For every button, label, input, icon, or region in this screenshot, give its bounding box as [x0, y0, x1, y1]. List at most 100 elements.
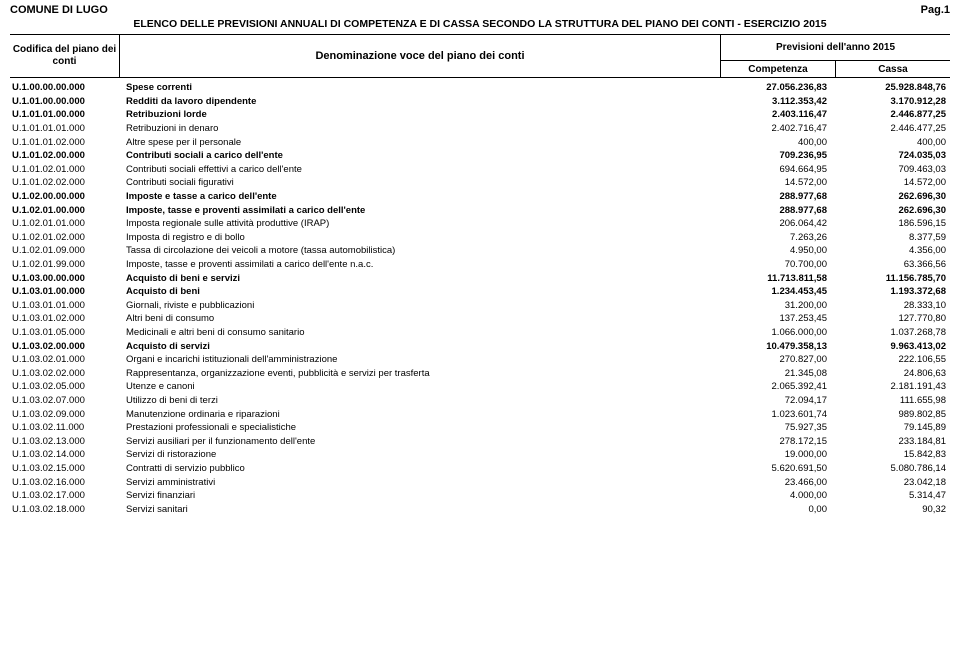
cell-competenza: 31.200,00 — [720, 300, 835, 311]
table-row: U.1.03.02.11.000Prestazioni professional… — [10, 421, 950, 435]
cell-cassa: 262.696,30 — [835, 205, 950, 216]
cell-code: U.1.03.02.13.000 — [10, 436, 120, 447]
cell-code: U.1.01.01.00.000 — [10, 109, 120, 120]
cell-code: U.1.03.01.01.000 — [10, 300, 120, 311]
cell-desc: Servizi di ristorazione — [120, 449, 720, 460]
cell-competenza: 288.977,68 — [720, 191, 835, 202]
cell-desc: Contratti di servizio pubblico — [120, 463, 720, 474]
cell-code: U.1.02.01.02.000 — [10, 232, 120, 243]
cell-competenza: 2.403.116,47 — [720, 109, 835, 120]
cell-desc: Contributi sociali a carico dell'ente — [120, 150, 720, 161]
table-row: U.1.03.02.14.000Servizi di ristorazione1… — [10, 448, 950, 462]
cell-cassa: 262.696,30 — [835, 191, 950, 202]
cell-desc: Imposte, tasse e proventi assimilati a c… — [120, 205, 720, 216]
cell-cassa: 25.928.848,76 — [835, 82, 950, 93]
cell-competenza: 75.927,35 — [720, 422, 835, 433]
cell-code: U.1.03.02.18.000 — [10, 504, 120, 515]
table-row: U.1.03.02.07.000Utilizzo di beni di terz… — [10, 394, 950, 408]
cell-desc: Contributi sociali effettivi a carico de… — [120, 164, 720, 175]
cell-competenza: 3.112.353,42 — [720, 96, 835, 107]
table-header: Codifica del piano dei conti Denominazio… — [10, 34, 950, 78]
cell-desc: Utenze e canoni — [120, 381, 720, 392]
cell-code: U.1.01.01.01.000 — [10, 123, 120, 134]
table-row: U.1.02.01.01.000Imposta regionale sulle … — [10, 217, 950, 231]
cell-competenza: 4.950,00 — [720, 245, 835, 256]
cell-code: U.1.01.02.01.000 — [10, 164, 120, 175]
cell-desc: Retribuzioni in denaro — [120, 123, 720, 134]
cell-cassa: 1.193.372,68 — [835, 286, 950, 297]
header-cassa: Cassa — [836, 61, 950, 77]
cell-competenza: 72.094,17 — [720, 395, 835, 406]
cell-competenza: 2.065.392,41 — [720, 381, 835, 392]
cell-desc: Servizi sanitari — [120, 504, 720, 515]
cell-code: U.1.02.01.99.000 — [10, 259, 120, 270]
table-row: U.1.01.00.00.000Redditi da lavoro dipend… — [10, 95, 950, 109]
cell-desc: Utilizzo di beni di terzi — [120, 395, 720, 406]
cell-competenza: 7.263,26 — [720, 232, 835, 243]
table-row: U.1.03.02.05.000Utenze e canoni2.065.392… — [10, 380, 950, 394]
top-row: COMUNE DI LUGO Pag.1 — [10, 4, 950, 16]
cell-code: U.1.01.02.00.000 — [10, 150, 120, 161]
cell-cassa: 28.333,10 — [835, 300, 950, 311]
header-col-prev: Previsioni dell'anno 2015 Competenza Cas… — [720, 35, 950, 77]
cell-code: U.1.03.00.00.000 — [10, 273, 120, 284]
cell-desc: Retribuzioni lorde — [120, 109, 720, 120]
cell-competenza: 27.056.236,83 — [720, 82, 835, 93]
cell-cassa: 24.806,63 — [835, 368, 950, 379]
cell-code: U.1.03.02.14.000 — [10, 449, 120, 460]
cell-cassa: 2.181.191,43 — [835, 381, 950, 392]
cell-cassa: 3.170.912,28 — [835, 96, 950, 107]
cell-desc: Rappresentanza, organizzazione eventi, p… — [120, 368, 720, 379]
cell-code: U.1.03.02.01.000 — [10, 354, 120, 365]
cell-desc: Imposta di registro e di bollo — [120, 232, 720, 243]
cell-code: U.1.02.00.00.000 — [10, 191, 120, 202]
cell-desc: Imposte, tasse e proventi assimilati a c… — [120, 259, 720, 270]
cell-competenza: 70.700,00 — [720, 259, 835, 270]
cell-code: U.1.02.01.09.000 — [10, 245, 120, 256]
cell-desc: Tassa di circolazione dei veicoli a moto… — [120, 245, 720, 256]
cell-code: U.1.02.01.01.000 — [10, 218, 120, 229]
document-page: COMUNE DI LUGO Pag.1 ELENCO DELLE PREVIS… — [0, 0, 960, 520]
cell-code: U.1.03.01.05.000 — [10, 327, 120, 338]
header-previsioni: Previsioni dell'anno 2015 — [721, 35, 950, 61]
table-row: U.1.03.01.02.000Altri beni di consumo137… — [10, 312, 950, 326]
table-row: U.1.03.02.15.000Contratti di servizio pu… — [10, 462, 950, 476]
cell-cassa: 2.446.477,25 — [835, 123, 950, 134]
cell-cassa: 90,32 — [835, 504, 950, 515]
cell-competenza: 11.713.811,58 — [720, 273, 835, 284]
table-row: U.1.03.01.00.000Acquisto di beni1.234.45… — [10, 285, 950, 299]
table-row: U.1.02.01.09.000Tassa di circolazione de… — [10, 244, 950, 258]
cell-code: U.1.00.00.00.000 — [10, 82, 120, 93]
cell-desc: Prestazioni professionali e specialistic… — [120, 422, 720, 433]
cell-competenza: 278.172,15 — [720, 436, 835, 447]
cell-code: U.1.03.01.02.000 — [10, 313, 120, 324]
cell-code: U.1.03.02.09.000 — [10, 409, 120, 420]
cell-desc: Altre spese per il personale — [120, 137, 720, 148]
cell-code: U.1.01.02.02.000 — [10, 177, 120, 188]
cell-cassa: 233.184,81 — [835, 436, 950, 447]
cell-competenza: 5.620.691,50 — [720, 463, 835, 474]
cell-code: U.1.03.02.00.000 — [10, 341, 120, 352]
cell-code: U.1.03.02.17.000 — [10, 490, 120, 501]
cell-desc: Spese correnti — [120, 82, 720, 93]
cell-cassa: 14.572,00 — [835, 177, 950, 188]
header-col-desc: Denominazione voce del piano dei conti — [120, 35, 720, 77]
cell-code: U.1.01.00.00.000 — [10, 96, 120, 107]
cell-desc: Organi e incarichi istituzionali dell'am… — [120, 354, 720, 365]
cell-competenza: 270.827,00 — [720, 354, 835, 365]
table-row: U.1.01.01.02.000Altre spese per il perso… — [10, 135, 950, 149]
cell-cassa: 222.106,55 — [835, 354, 950, 365]
cell-competenza: 10.479.358,13 — [720, 341, 835, 352]
cell-desc: Servizi finanziari — [120, 490, 720, 501]
cell-desc: Acquisto di beni — [120, 286, 720, 297]
cell-cassa: 23.042,18 — [835, 477, 950, 488]
cell-cassa: 2.446.877,25 — [835, 109, 950, 120]
cell-cassa: 79.145,89 — [835, 422, 950, 433]
cell-desc: Giornali, riviste e pubblicazioni — [120, 300, 720, 311]
table-row: U.1.02.01.02.000Imposta di registro e di… — [10, 231, 950, 245]
org-name: COMUNE DI LUGO — [10, 4, 108, 16]
cell-desc: Acquisto di servizi — [120, 341, 720, 352]
cell-desc: Servizi amministrativi — [120, 477, 720, 488]
cell-code: U.1.03.02.11.000 — [10, 422, 120, 433]
table-row: U.1.02.00.00.000Imposte e tasse a carico… — [10, 190, 950, 204]
